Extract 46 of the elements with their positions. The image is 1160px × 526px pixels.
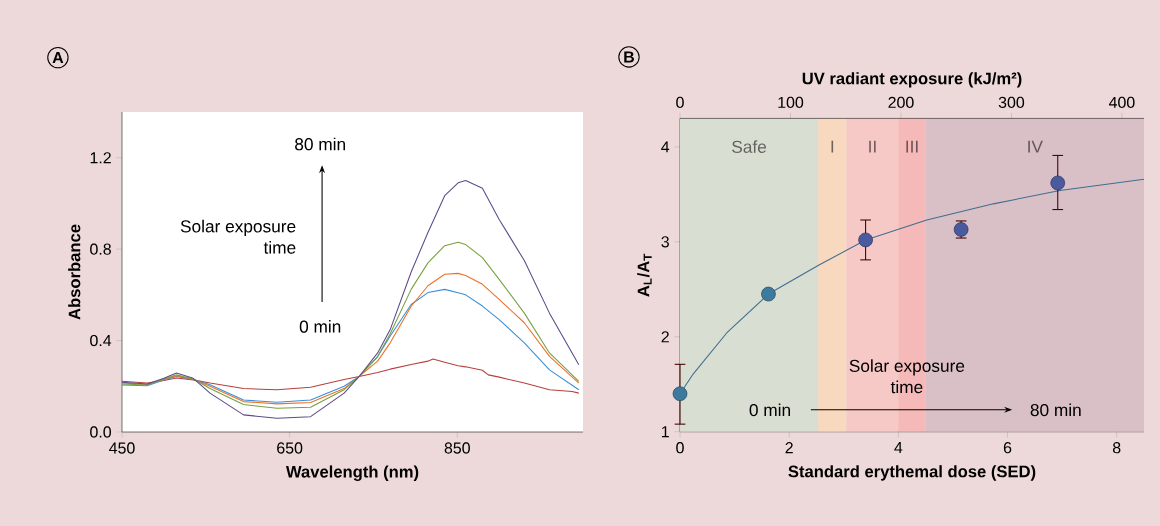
x2-tick-label: 100 <box>778 96 804 109</box>
point <box>672 386 688 402</box>
x-tick-label: 6 <box>1003 442 1012 454</box>
text: A <box>52 52 64 64</box>
annotation: Solar exposure time <box>849 359 965 394</box>
y-tick-label: 4 <box>661 141 670 153</box>
x2-axis-title: UV radiant exposure (kJ/m²) <box>802 72 1022 88</box>
y-tick-label: 1.2 <box>90 152 111 164</box>
y-axis-title: A$_{L}$/A$_{T}$ <box>637 253 652 297</box>
annotation: 0 min <box>749 403 790 417</box>
y-tick-label: 0.0 <box>90 426 112 438</box>
y-tick-label: 3 <box>661 236 669 248</box>
point <box>858 232 873 248</box>
x-tick-label: 2 <box>785 442 793 454</box>
y-tick-label: 0.4 <box>90 334 112 347</box>
band-label: IV <box>1028 140 1043 153</box>
y-tick-label: 1 <box>661 426 669 438</box>
x2-tick-label: 0 <box>676 96 684 109</box>
text: B <box>624 51 635 63</box>
line-series <box>121 358 580 394</box>
x-tick-label: 0 <box>676 442 684 454</box>
annotation: 0 min <box>299 320 341 333</box>
x-axis-title: Wavelength (nm) <box>285 465 419 481</box>
annotation: Solar exposure time <box>180 219 296 254</box>
annotation: 80 min <box>1030 403 1081 417</box>
line-series <box>121 241 580 409</box>
band-label: III <box>906 140 918 153</box>
x-tick-label: 450 <box>109 442 135 454</box>
x2-tick-label: 200 <box>888 96 914 109</box>
x-tick-label: 8 <box>1112 442 1121 454</box>
x-tick-label: 4 <box>894 442 903 454</box>
y-axis-title: Absorbance <box>68 224 81 320</box>
x2-tick-label: 400 <box>1108 96 1135 109</box>
x2-tick-label: 300 <box>998 96 1025 109</box>
annotation: 80 min <box>295 137 345 151</box>
point <box>761 286 776 302</box>
band-label: II <box>869 140 876 153</box>
y-tick-label: 2 <box>661 331 669 343</box>
line-series <box>121 180 580 419</box>
y-tick-label: 0.8 <box>90 243 111 255</box>
band-label: I <box>831 140 834 153</box>
point <box>1050 175 1066 191</box>
x-tick-label: 650 <box>277 442 303 454</box>
x-axis-title: Standard erythemal dose (SED) <box>788 465 1036 481</box>
band-label: Safe <box>732 140 767 153</box>
x-tick-label: 850 <box>444 442 470 454</box>
